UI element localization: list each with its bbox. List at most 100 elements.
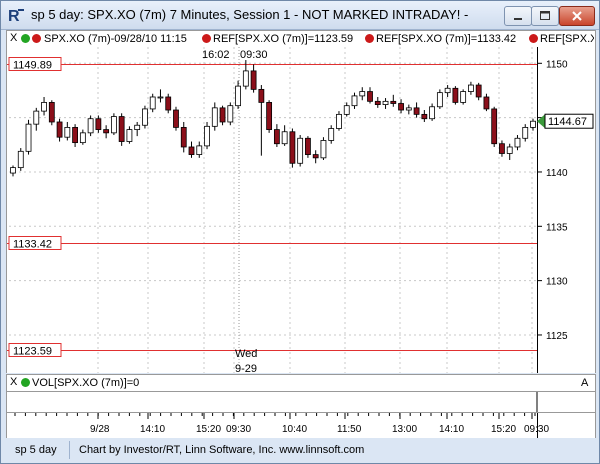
- candle-body: [336, 113, 342, 129]
- ref-label: 1149.89: [13, 60, 52, 72]
- candle-body: [64, 127, 71, 138]
- volume-label[interactable]: VOL[SPX.XO (7m)]=0: [32, 377, 140, 389]
- time-tick-label: 13:00: [392, 424, 417, 435]
- time-tick-label: 11:50: [337, 424, 362, 435]
- volume-status-icon[interactable]: [21, 378, 30, 387]
- time-tick-label: 14:10: [140, 424, 165, 435]
- time-axis: 9/28 14:10 15:20 09:30 10:40 11:50 13:00 14:10 1…: [6, 412, 596, 439]
- time-tick-label: 09:30: [226, 424, 251, 435]
- candle-body: [126, 129, 133, 142]
- candle-body: [258, 88, 265, 103]
- candle-body: [499, 143, 505, 154]
- candle-body: [180, 127, 187, 148]
- candle-body: [328, 128, 335, 141]
- candle-body: [320, 140, 327, 159]
- candle-body: [522, 127, 529, 139]
- current-price-label: 1144.67: [548, 116, 587, 128]
- day-date-label: 9-29: [235, 363, 257, 373]
- candle-body: [10, 167, 16, 174]
- price-marker-arrow: [537, 114, 545, 129]
- close-icon: [572, 11, 582, 21]
- candle-body: [452, 87, 459, 103]
- ref2-status-icon[interactable]: [365, 34, 374, 43]
- candle-body: [33, 110, 40, 125]
- candle-body: [297, 137, 304, 164]
- toolbar-item-ref1[interactable]: REF[SPX.XO (7m)]=1123.59: [213, 33, 354, 45]
- investor-rt-logo-icon: R: [8, 8, 24, 23]
- candle-body: [273, 129, 280, 145]
- window-title: sp 5 day: SPX.XO (7m) 7 Minutes, Session…: [31, 7, 473, 22]
- candle-body: [72, 127, 78, 144]
- candle-body: [250, 70, 257, 90]
- toolbar-item-ref3[interactable]: REF[SPX.XO (7m)]: [540, 33, 594, 45]
- candle-body: [157, 96, 164, 99]
- y-tick-label: 1130: [546, 277, 568, 288]
- status-bar: sp 5 day Chart by Investor/RT, Linn Soft…: [1, 438, 599, 463]
- candle-body: [398, 103, 404, 111]
- high-time-label: 16:02: [202, 49, 230, 61]
- red-status-icon[interactable]: [32, 34, 41, 43]
- candle-body: [413, 107, 420, 115]
- candle-body: [530, 120, 536, 128]
- candle-body: [17, 150, 24, 169]
- svg-text:R: R: [8, 8, 20, 23]
- candle-body: [165, 96, 172, 111]
- status-chart-name: sp 5 day: [15, 444, 57, 456]
- close-button[interactable]: [559, 6, 595, 26]
- ref1-status-icon[interactable]: [202, 34, 211, 43]
- candle-body: [134, 124, 141, 130]
- volume-pane[interactable]: [6, 391, 596, 413]
- ref-label: 1133.42: [13, 239, 52, 251]
- candle-body: [149, 96, 156, 110]
- candle-body: [460, 91, 467, 103]
- minimize-button[interactable]: [504, 6, 532, 26]
- ref-label-box: [8, 343, 62, 357]
- candle-body: [41, 102, 47, 112]
- candle-body: [173, 109, 179, 128]
- volume-close-button[interactable]: X: [10, 376, 18, 388]
- price-chart-pane[interactable]: 1150114511401135113011251149.891133.4211…: [6, 47, 596, 375]
- candle-body: [374, 100, 381, 105]
- toolbar-item-price[interactable]: SPX.XO (7m)-09/28/10 11:15: [44, 33, 187, 45]
- ref-label-box: [8, 57, 62, 71]
- candle-body: [227, 105, 234, 123]
- candle-body: [429, 106, 436, 120]
- time-tick-label: 10:40: [282, 424, 307, 435]
- maximize-button[interactable]: [531, 6, 559, 26]
- maximize-icon: [540, 11, 550, 20]
- candle-body: [235, 85, 241, 107]
- candle-body: [343, 105, 350, 115]
- y-tick-label: 1125: [546, 331, 568, 342]
- ref-label: 1123.59: [13, 346, 52, 358]
- price-chart[interactable]: 1150114511401135113011251149.891133.4211…: [7, 47, 595, 375]
- candle-body: [444, 87, 451, 94]
- status-separator: [69, 441, 70, 459]
- candle-body: [79, 132, 86, 144]
- status-credit: Chart by Investor/RT, Linn Software, Inc…: [79, 444, 365, 456]
- candle-body: [242, 70, 249, 87]
- candle-body: [405, 107, 412, 111]
- time-axis-svg: 9/28 14:10 15:20 09:30 10:40 11:50 13:00 14:10 1…: [14, 413, 549, 438]
- candle-body: [506, 146, 513, 154]
- title-bar: R sp 5 day: SPX.XO (7m) 7 Minutes, Sessi…: [1, 1, 599, 30]
- candle-body: [103, 129, 110, 134]
- volume-toolbar: X VOL[SPX.XO (7m)]=0 A: [6, 374, 596, 392]
- ref3-status-icon[interactable]: [529, 34, 538, 43]
- candle-body: [305, 137, 311, 155]
- candle-body: [514, 137, 521, 148]
- y-tick-label: 1150: [546, 59, 568, 70]
- price-marker-box: [544, 113, 594, 129]
- toolbar-close-button[interactable]: X: [10, 32, 18, 44]
- candle-body: [483, 96, 490, 110]
- candle-body: [312, 154, 319, 159]
- candle-body: [56, 121, 63, 138]
- time-tick-label: 09:30: [524, 424, 549, 435]
- toolbar-item-ref2[interactable]: REF[SPX.XO (7m)]=1133.42: [376, 33, 517, 45]
- green-status-icon[interactable]: [21, 34, 30, 43]
- time-tick-label: 14:10: [439, 424, 464, 435]
- candle-body: [281, 131, 288, 145]
- time-tick-label: 9/28: [90, 424, 110, 435]
- candle-body: [48, 102, 55, 123]
- day-label: Wed: [235, 348, 257, 360]
